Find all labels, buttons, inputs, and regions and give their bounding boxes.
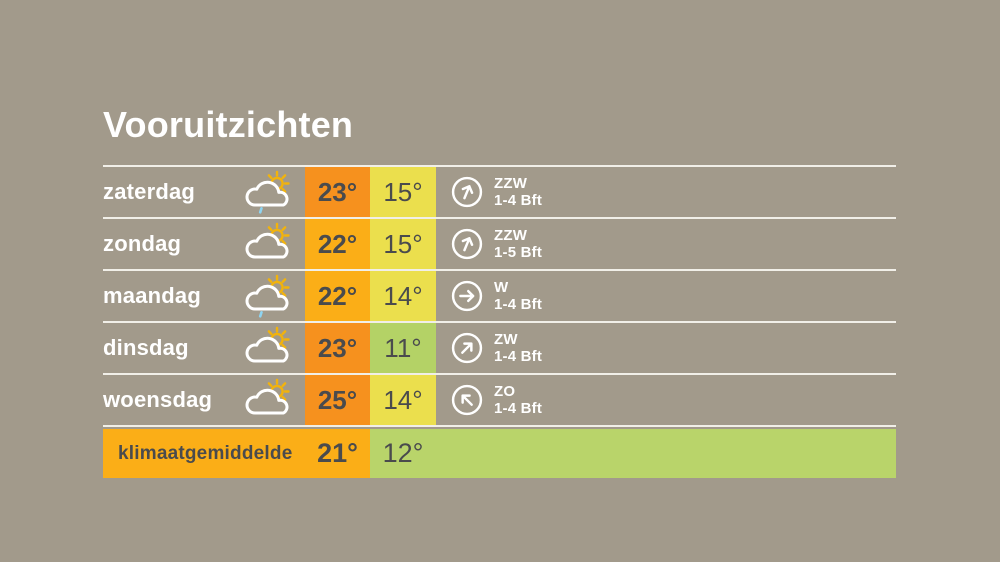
cloud-icon	[245, 388, 289, 415]
wind-direction-icon	[451, 384, 483, 416]
climate-average-min-temp: 12°	[382, 438, 424, 468]
weather-icon	[231, 271, 305, 321]
climate-average-left-band: klimaatgemiddelde 21°	[103, 429, 370, 478]
max-temp-cell: 22°	[305, 219, 370, 269]
drizzle-drop	[258, 310, 263, 318]
day-label: zondag	[103, 231, 182, 256]
wind-text: ZO 1-4 Bft	[494, 383, 542, 417]
min-temp-cell: 14°	[370, 271, 436, 321]
wind-arrow	[461, 185, 474, 200]
climate-average-label: klimaatgemiddelde	[118, 442, 293, 464]
wind-info: ZW 1-4 Bft	[436, 323, 896, 373]
wind-direction-icon	[451, 176, 483, 208]
climate-average-right-band: 12°	[370, 429, 896, 478]
day-label: maandag	[103, 283, 201, 308]
forecast-row: zaterdag	[103, 165, 896, 217]
wind-direction-label: ZO	[494, 383, 516, 400]
cloud-icon	[245, 180, 289, 207]
min-temp-cell: 11°	[370, 323, 436, 373]
partly-cloudy-drizzle-icon	[245, 274, 290, 318]
wind-arrow	[461, 237, 474, 252]
day-label: zaterdag	[103, 179, 196, 204]
wind-text: W 1-4 Bft	[494, 279, 542, 313]
weather-icon	[231, 323, 305, 373]
forecast-row: woensdag	[103, 373, 896, 425]
max-temp-cell: 25°	[305, 375, 370, 425]
wind-info: ZZW 1-5 Bft	[436, 219, 896, 269]
wind-arrow	[461, 394, 473, 406]
wind-force-label: 1-5 Bft	[494, 244, 543, 261]
partly-cloudy-icon	[245, 378, 290, 415]
wind-info: ZZW 1-4 Bft	[436, 167, 896, 217]
wind-direction-label: ZZW	[494, 227, 528, 244]
wind-direction-icon	[451, 332, 483, 364]
page-title: Vooruitzichten	[103, 104, 354, 145]
wind-direction-label: W	[494, 279, 509, 296]
wind-force-label: 1-4 Bft	[494, 400, 543, 417]
forecast-row: maandag	[103, 269, 896, 321]
weather-icon	[231, 219, 305, 269]
cloud-icon	[245, 284, 289, 311]
weather-icon	[231, 375, 305, 425]
wind-direction-label: ZZW	[494, 175, 528, 192]
partly-cloudy-drizzle-icon	[245, 170, 290, 214]
wind-text: ZZW 1-5 Bft	[494, 227, 542, 261]
wind-force-label: 1-4 Bft	[494, 348, 543, 365]
wind-direction-icon	[451, 280, 483, 312]
forecast-table: zaterdag	[103, 165, 896, 427]
max-temp-cell: 23°	[305, 323, 370, 373]
min-temp-cell: 15°	[370, 219, 436, 269]
wind-direction-icon	[451, 228, 483, 260]
wind-text: ZW 1-4 Bft	[494, 331, 542, 365]
wind-arrow	[459, 289, 475, 303]
drizzle-drop	[258, 206, 263, 214]
cloud-icon	[245, 336, 289, 363]
wind-force-label: 1-4 Bft	[494, 192, 543, 209]
wind-force-label: 1-4 Bft	[494, 296, 543, 313]
forecast-row: dinsdag	[103, 321, 896, 373]
max-temp-cell: 22°	[305, 271, 370, 321]
day-label: woensdag	[103, 387, 213, 412]
wind-info: ZO 1-4 Bft	[436, 375, 896, 425]
cloud-icon	[245, 232, 289, 259]
forecast-row: zondag	[103, 217, 896, 269]
partly-cloudy-icon	[245, 222, 290, 259]
wind-direction-label: ZW	[494, 331, 518, 348]
climate-average-max-temp: 21°	[317, 438, 358, 468]
wind-text: ZZW 1-4 Bft	[494, 175, 542, 209]
min-temp-cell: 14°	[370, 375, 436, 425]
min-temp-cell: 15°	[370, 167, 436, 217]
wind-arrow	[461, 342, 473, 354]
day-label: dinsdag	[103, 335, 189, 360]
max-temp-cell: 23°	[305, 167, 370, 217]
weather-icon	[231, 167, 305, 217]
wind-info: W 1-4 Bft	[436, 271, 896, 321]
climate-average-row: klimaatgemiddelde 21° 12°	[103, 429, 896, 478]
partly-cloudy-icon	[245, 326, 290, 363]
